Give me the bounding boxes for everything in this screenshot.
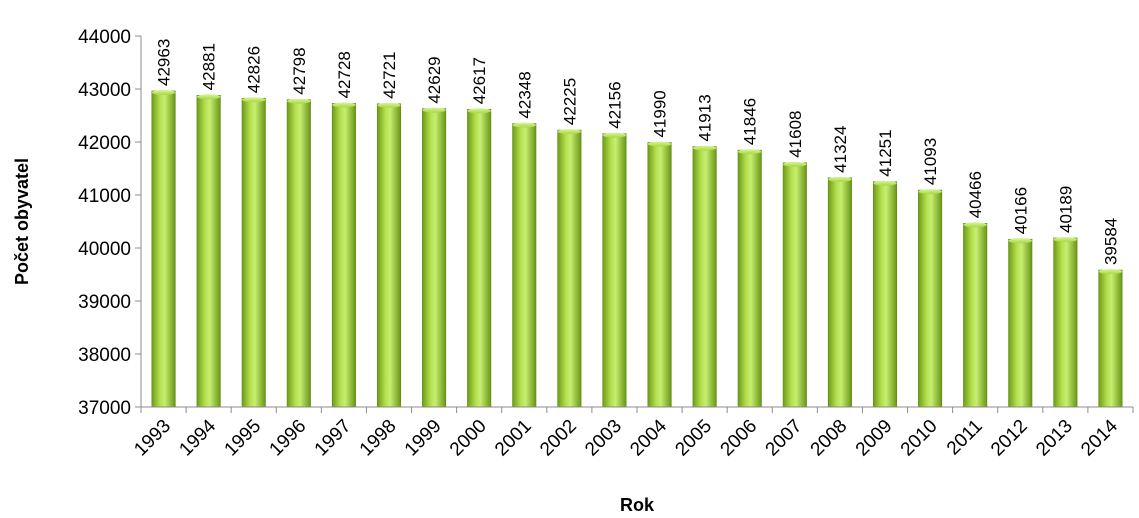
y-tick-label: 41000 [78, 186, 131, 207]
x-tick-label: 2013 [1032, 416, 1077, 461]
data-label: 40189 [1056, 186, 1075, 233]
data-label: 42963 [155, 39, 174, 86]
y-tick-label: 44000 [78, 27, 131, 48]
bar-top-cap [151, 89, 176, 95]
bar-top-cap [422, 107, 446, 113]
data-label: 41846 [741, 98, 760, 145]
y-tick-label: 37000 [78, 398, 131, 419]
y-tick-label: 40000 [78, 239, 131, 260]
data-label: 41990 [651, 90, 670, 137]
x-tick-label: 1998 [356, 416, 401, 461]
data-label: 41913 [696, 94, 715, 141]
data-label: 41608 [786, 110, 805, 157]
bar-top-cap [196, 94, 221, 100]
x-tick-label: 2006 [717, 416, 762, 461]
x-tick-label: 2000 [446, 416, 491, 461]
bar-top-cap [602, 132, 627, 138]
x-tick-label: 1999 [401, 416, 446, 461]
data-label: 42617 [470, 57, 489, 104]
data-label: 39584 [1101, 218, 1120, 265]
data-label: 42826 [245, 46, 264, 93]
data-label: 42798 [290, 47, 309, 94]
bar-top-cap [963, 222, 987, 228]
x-axis-title: Rok [620, 495, 655, 515]
x-tick-label: 2007 [762, 416, 807, 461]
bar [647, 142, 672, 408]
bar-top-cap [467, 108, 491, 114]
bar [827, 177, 852, 408]
bar-top-cap [1098, 269, 1123, 275]
x-tick-label: 2002 [536, 416, 581, 461]
bar-top-cap [1008, 238, 1032, 244]
bar-top-cap [738, 149, 762, 155]
bar [737, 149, 762, 408]
bar [557, 129, 582, 408]
x-tick-label: 1995 [221, 416, 266, 461]
bar [1098, 269, 1123, 408]
x-tick-label: 2009 [852, 416, 897, 461]
bar [241, 97, 266, 408]
x-tick-label: 2014 [1077, 415, 1122, 460]
data-label: 42881 [200, 43, 219, 90]
bar-top-cap [332, 102, 356, 108]
bar [963, 223, 988, 408]
data-label: 42348 [515, 71, 534, 118]
x-tick-label: 2004 [626, 415, 671, 460]
x-tick-label: 1994 [175, 415, 220, 460]
bar [602, 133, 627, 408]
bar [376, 103, 402, 408]
x-tick-label: 1993 [130, 416, 175, 461]
bar [331, 103, 356, 408]
x-tick-label: 2011 [943, 416, 987, 460]
bar-top-cap [918, 189, 942, 195]
x-tick-label: 1997 [311, 416, 356, 461]
bar-top-cap [287, 98, 311, 104]
bar [467, 108, 492, 408]
bar [286, 99, 311, 408]
data-label: 42728 [335, 51, 354, 98]
x-tick-label: 2012 [987, 416, 1032, 461]
y-tick-label: 38000 [78, 345, 131, 366]
bar-top-cap [873, 180, 897, 186]
x-tick-label: 2001 [491, 416, 536, 461]
y-tick-label: 42000 [78, 133, 131, 154]
bar [692, 146, 717, 408]
data-label: 41324 [831, 126, 850, 173]
bar-top-cap [512, 122, 536, 128]
data-label: 42156 [605, 81, 624, 128]
bar-top-cap [557, 129, 582, 135]
bar [872, 181, 898, 408]
bar [151, 90, 176, 408]
y-tick-label: 39000 [78, 292, 131, 313]
data-label: 41251 [876, 129, 895, 176]
bar [196, 95, 221, 408]
bar [1053, 237, 1078, 408]
y-axis-title: Počet obyvatel [12, 158, 32, 285]
bar-top-cap [377, 102, 401, 108]
x-tick-label: 2010 [897, 416, 942, 461]
x-tick-label: 2008 [807, 416, 852, 461]
bar [1008, 238, 1033, 408]
bar [782, 162, 807, 408]
bar [918, 189, 943, 408]
bar [422, 108, 447, 408]
x-tick-label: 1996 [266, 416, 311, 461]
bar-top-cap [828, 176, 852, 182]
bar [512, 123, 537, 408]
bar-top-cap [647, 141, 672, 147]
data-label: 42721 [380, 52, 399, 99]
bar-top-cap [242, 97, 266, 103]
x-tick-label: 2003 [581, 416, 626, 461]
data-label: 42225 [560, 78, 579, 125]
bar-top-cap [783, 161, 807, 167]
y-tick-label: 43000 [78, 80, 131, 101]
x-tick-label: 2005 [671, 416, 716, 461]
data-label: 40166 [1011, 187, 1030, 234]
data-label: 40466 [966, 171, 985, 218]
data-label: 41093 [921, 138, 940, 185]
data-label: 42629 [425, 56, 444, 103]
bar-top-cap [1053, 236, 1078, 242]
bar-top-cap [692, 145, 717, 151]
